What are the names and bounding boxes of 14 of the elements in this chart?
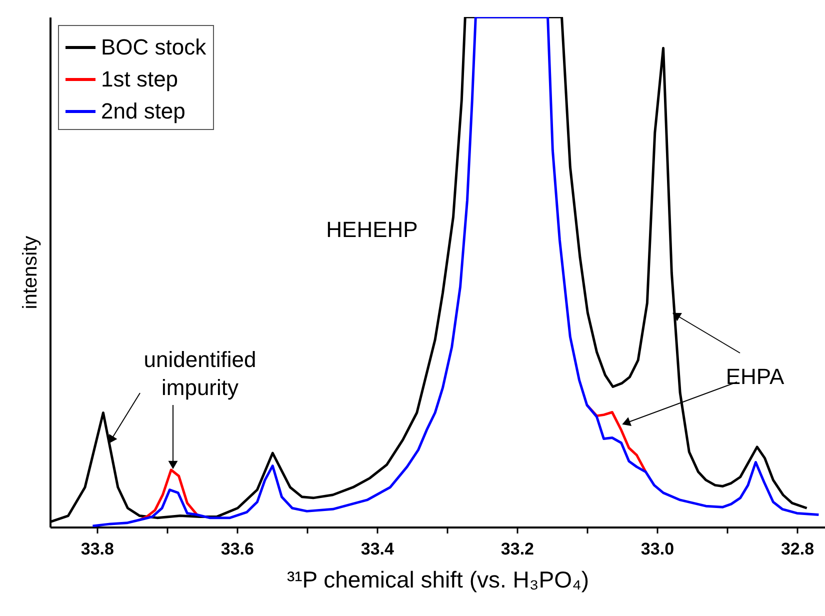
x-tick-label: 32.8: [780, 540, 814, 558]
legend-label: 1st step: [101, 66, 178, 92]
x-tick-label: 33.0: [640, 540, 674, 558]
x-axis-title: ³¹P chemical shift (vs. H₃PO₄): [286, 566, 590, 592]
y-axis-title: intensity: [20, 236, 42, 310]
annotation: unidentified impurity: [144, 347, 256, 400]
x-tick-label: 33.6: [220, 540, 254, 558]
annotation: EHPA: [726, 364, 784, 389]
x-tick-label: 33.8: [80, 540, 114, 558]
legend-label: BOC stock: [101, 34, 208, 60]
x-tick-label: 33.2: [500, 540, 534, 558]
x-tick-label: 33.4: [360, 540, 395, 558]
annotation: HEHEHP: [326, 217, 418, 242]
legend-label: 2nd step: [101, 98, 186, 124]
